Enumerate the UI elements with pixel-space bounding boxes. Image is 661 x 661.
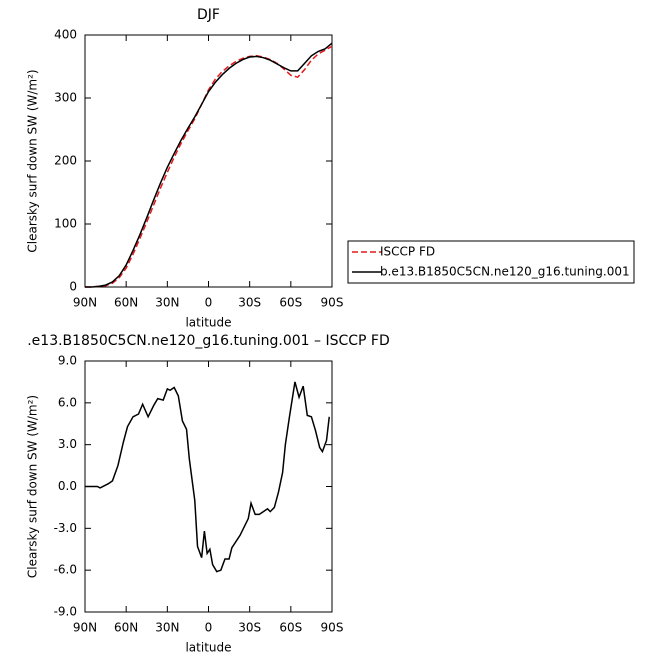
- data-line: [85, 42, 333, 288]
- y-tick-label: 3.0: [58, 437, 77, 451]
- y-axis-label: Clearsky surf down SW (W/m²): [26, 395, 40, 578]
- y-tick-label: 0: [69, 280, 77, 294]
- y-tick-label: -6.0: [54, 563, 77, 577]
- x-tick-label: 90N: [73, 296, 97, 310]
- legend-box: [347, 240, 635, 284]
- y-axis-label: Clearsky surf down SW (W/m²): [26, 69, 40, 252]
- x-tick-label: 60S: [279, 621, 302, 635]
- x-tick-label: 90S: [321, 621, 344, 635]
- y-tick-label: 0.0: [58, 479, 77, 493]
- x-tick-label: 30N: [155, 296, 179, 310]
- y-tick-label: 9.0: [58, 354, 77, 368]
- x-tick-label: 0: [205, 296, 213, 310]
- x-tick-label: 60N: [114, 296, 138, 310]
- plot-frame: [84, 34, 333, 288]
- legend-label: ISCCP FD: [380, 245, 435, 259]
- x-tick-label: 30S: [238, 621, 261, 635]
- data-line: [85, 45, 333, 288]
- y-tick-label: 300: [54, 91, 77, 105]
- x-tick-label: 30S: [238, 296, 261, 310]
- x-tick-label: 60N: [114, 621, 138, 635]
- y-tick-label: 400: [54, 28, 77, 42]
- y-tick-label: 200: [54, 154, 77, 168]
- chart-title: DJF: [197, 7, 220, 23]
- y-tick-label: -3.0: [54, 521, 77, 535]
- x-axis-label: latitude: [185, 641, 231, 655]
- plot-frame: [84, 360, 333, 613]
- x-tick-label: 90N: [73, 621, 97, 635]
- y-tick-label: 100: [54, 217, 77, 231]
- data-line: [85, 381, 331, 573]
- x-axis-label: latitude: [185, 316, 231, 330]
- chart-title: .e13.B1850C5CN.ne120_g16.tuning.001 – IS…: [27, 333, 390, 349]
- legend-label: b.e13.B1850C5CN.ne120_g16.tuning.001: [380, 265, 630, 279]
- y-tick-label: 6.0: [58, 395, 77, 409]
- x-tick-label: 0: [205, 621, 213, 635]
- x-tick-label: 60S: [279, 296, 302, 310]
- x-tick-label: 30N: [155, 621, 179, 635]
- x-tick-label: 90S: [321, 296, 344, 310]
- y-tick-label: -9.0: [54, 605, 77, 619]
